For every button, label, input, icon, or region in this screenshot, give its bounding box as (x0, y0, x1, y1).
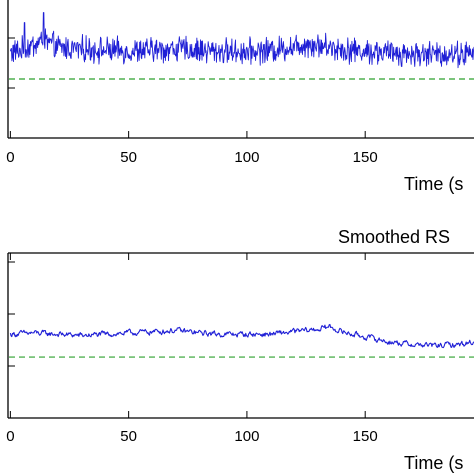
x-tick-label: 0 (6, 149, 14, 166)
x-axis-label: Time (s (404, 453, 463, 473)
x-tick-label: 100 (234, 149, 259, 166)
chart-title: Smoothed RS (338, 227, 450, 247)
x-tick-label: 100 (234, 428, 259, 445)
top-chart-panel: 0 50 100 150 Time (s (6, 0, 474, 194)
signal-line (9, 12, 474, 69)
x-tick-label: 0 (6, 428, 14, 445)
x-tick-label: 50 (120, 149, 137, 166)
signal-line (9, 323, 474, 349)
x-tick-label: 150 (353, 428, 378, 445)
bottom-chart-panel: 0 50 100 150 Time (s Smoothed RS (6, 227, 474, 473)
x-tick-label: 50 (120, 428, 137, 445)
x-tick-label: 150 (353, 149, 378, 166)
x-axis-label: Time (s (404, 174, 463, 194)
